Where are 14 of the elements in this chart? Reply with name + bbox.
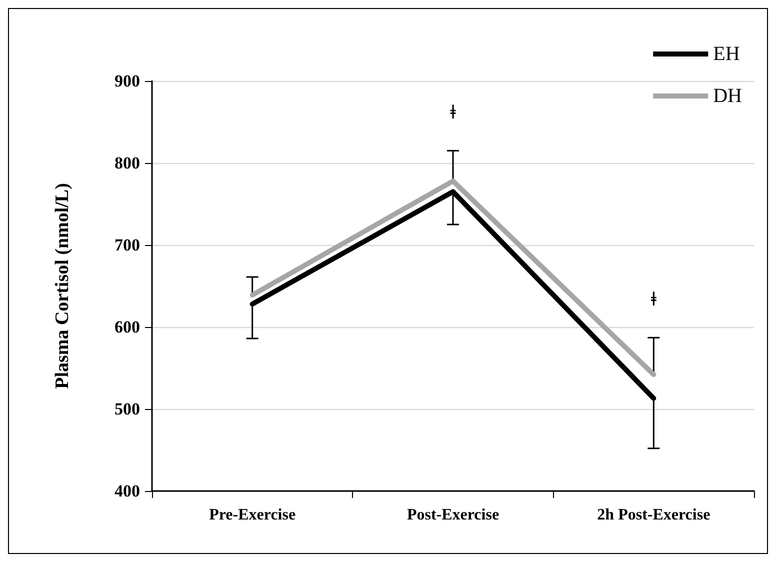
annotation: ǂ xyxy=(450,102,456,124)
legend-label: EH xyxy=(713,43,740,65)
y-tick-label: 800 xyxy=(114,154,140,172)
x-tick-label: Post-Exercise xyxy=(406,506,500,524)
y-tick-label: 400 xyxy=(114,482,140,500)
y-tick-label: 500 xyxy=(114,400,140,418)
x-tick-label: Pre-Exercise xyxy=(209,506,296,524)
legend-label: DH xyxy=(713,85,742,107)
annotation: ǂ xyxy=(650,288,657,311)
x-tick-label: 2h Post-Exercise xyxy=(597,506,710,524)
y-tick-label: 900 xyxy=(114,72,140,90)
y-axis-title: Plasma Cortisol (nmol/L) xyxy=(52,183,73,389)
y-tick-label: 600 xyxy=(114,318,140,336)
y-tick-label: 700 xyxy=(114,236,140,254)
